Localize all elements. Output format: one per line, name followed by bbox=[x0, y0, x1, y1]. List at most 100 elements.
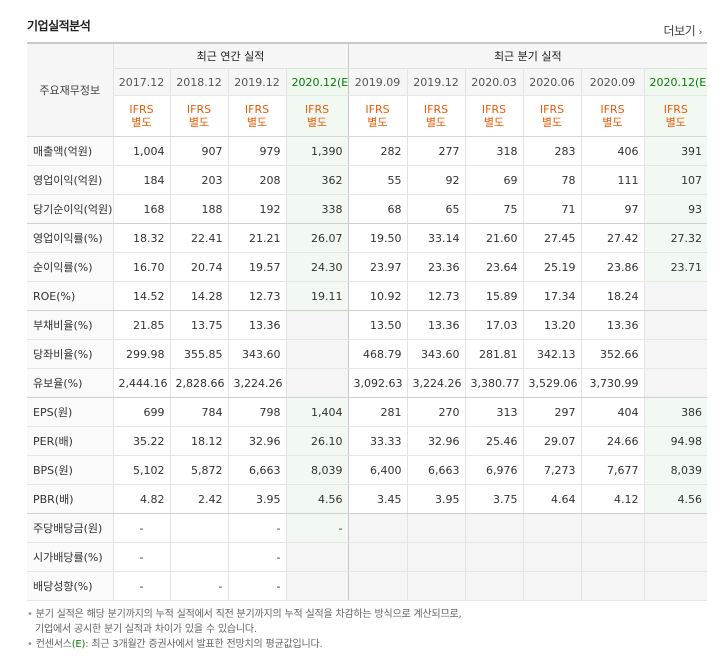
table-cell: 362 bbox=[285, 165, 349, 195]
table-cell: 4.82 bbox=[112, 484, 170, 514]
table-cell: 208 bbox=[227, 165, 286, 195]
ifrs-label: IFRS bbox=[663, 103, 688, 116]
table-cell: 14.52 bbox=[112, 281, 170, 311]
table-cell: 65 bbox=[406, 194, 466, 224]
table-cell: 93 bbox=[643, 194, 708, 224]
table-cell: 78 bbox=[522, 165, 582, 195]
table-cell bbox=[522, 571, 582, 601]
row-label: 순이익률(%) bbox=[27, 252, 113, 282]
period-header: 2019.09 bbox=[347, 68, 408, 96]
table-cell: 97 bbox=[580, 194, 645, 224]
ifrs-badge: IFRS 별도 bbox=[580, 95, 645, 137]
row-label: 주당배당금(원) bbox=[27, 513, 113, 543]
table-cell: 270 bbox=[406, 397, 466, 427]
table-cell: 13.50 bbox=[347, 310, 408, 340]
more-label: 더보기 bbox=[663, 24, 696, 38]
table-cell: 15.89 bbox=[464, 281, 524, 311]
table-cell: 3,224.26 bbox=[227, 368, 286, 398]
table-cell bbox=[643, 281, 708, 311]
table-cell: 3,224.26 bbox=[406, 368, 466, 398]
table-cell: 20.74 bbox=[169, 252, 228, 282]
row-label: 영업이익률(%) bbox=[27, 223, 113, 253]
table-cell bbox=[347, 571, 408, 601]
table-cell: 13.36 bbox=[406, 310, 466, 340]
table-cell: 23.97 bbox=[347, 252, 408, 282]
separate-label: 별도 bbox=[665, 116, 686, 129]
table-cell bbox=[643, 310, 708, 340]
table-cell: 19.50 bbox=[347, 223, 408, 253]
ifrs-badge: IFRS 별도 bbox=[464, 95, 524, 137]
period-header: 2020.06 bbox=[522, 68, 582, 96]
chevron-right-icon: › bbox=[698, 27, 703, 38]
table-cell: 18.32 bbox=[112, 223, 170, 253]
table-cell: 4.56 bbox=[643, 484, 708, 514]
table-cell bbox=[464, 513, 524, 543]
period-header: 2018.12 bbox=[169, 68, 228, 96]
table-cell: 29.07 bbox=[522, 426, 582, 456]
bullet-icon: • bbox=[27, 609, 33, 620]
table-cell: 1,004 bbox=[112, 136, 170, 166]
more-link[interactable]: 더보기 › bbox=[663, 22, 703, 39]
table-cell: 23.64 bbox=[464, 252, 524, 282]
table-cell: 283 bbox=[522, 136, 582, 166]
table-cell: 7,677 bbox=[580, 455, 645, 485]
table-cell: - bbox=[227, 513, 286, 543]
table-cell: 3,092.63 bbox=[347, 368, 408, 398]
table-cell: 355.85 bbox=[169, 339, 228, 369]
table-cell: 12.73 bbox=[406, 281, 466, 311]
table-cell: 979 bbox=[227, 136, 286, 166]
table-cell: 2.42 bbox=[169, 484, 228, 514]
table-cell: 14.28 bbox=[169, 281, 228, 311]
row-label: 영업이익(억원) bbox=[27, 165, 113, 195]
table-cell: 406 bbox=[580, 136, 645, 166]
table-cell: 10.92 bbox=[347, 281, 408, 311]
table-cell: 338 bbox=[285, 194, 349, 224]
table-cell: 71 bbox=[522, 194, 582, 224]
table-row: 시가배당률(%) - - bbox=[27, 542, 708, 572]
table-cell: 19.11 bbox=[285, 281, 349, 311]
table-cell: 3.75 bbox=[464, 484, 524, 514]
table-cell: 26.07 bbox=[285, 223, 349, 253]
table-cell: 68 bbox=[347, 194, 408, 224]
table-cell: 75 bbox=[464, 194, 524, 224]
table-row: 당좌비율(%) 299.98 355.85 343.60 468.79 343.60 281… bbox=[27, 339, 708, 369]
table-cell bbox=[285, 368, 349, 398]
table-cell: 203 bbox=[169, 165, 228, 195]
table-cell: 35.22 bbox=[112, 426, 170, 456]
row-label: 부채비율(%) bbox=[27, 310, 113, 340]
table-cell: 352.66 bbox=[580, 339, 645, 369]
row-label: PER(배) bbox=[27, 426, 113, 456]
table-cell: 184 bbox=[112, 165, 170, 195]
table-cell: 784 bbox=[169, 397, 228, 427]
table-cell: 1,404 bbox=[285, 397, 349, 427]
table-row: 당기순이익(억원) 168 188 192 338 68 65 75 71 97 93 bbox=[27, 194, 708, 224]
row-label: 매출액(억원) bbox=[27, 136, 113, 166]
table-cell bbox=[285, 339, 349, 369]
table-cell bbox=[464, 542, 524, 572]
table-cell: - bbox=[112, 513, 170, 543]
quarter-header: 최근 분기 실적 bbox=[347, 42, 708, 69]
table-cell: 3.45 bbox=[347, 484, 408, 514]
table-cell: 1,390 bbox=[285, 136, 349, 166]
table-row: PER(배) 35.22 18.12 32.96 26.10 33.33 32.96 25.4… bbox=[27, 426, 708, 456]
period-header: 2020.03 bbox=[464, 68, 524, 96]
table-cell: 23.86 bbox=[580, 252, 645, 282]
table-cell: 798 bbox=[227, 397, 286, 427]
table-cell: - bbox=[112, 542, 170, 572]
separate-label: 별도 bbox=[483, 116, 505, 129]
ifrs-label: IFRS bbox=[481, 103, 507, 116]
ifrs-badge: IFRS 별도 bbox=[643, 95, 708, 137]
table-cell: 5,102 bbox=[112, 455, 170, 485]
period-header: 2019.12 bbox=[227, 68, 286, 96]
table-cell: 6,976 bbox=[464, 455, 524, 485]
table-cell bbox=[522, 513, 582, 543]
table-cell bbox=[406, 571, 466, 601]
table-cell: 23.36 bbox=[406, 252, 466, 282]
table-cell bbox=[285, 310, 349, 340]
table-cell: 318 bbox=[464, 136, 524, 166]
table-cell: 21.21 bbox=[227, 223, 286, 253]
table-cell: 12.73 bbox=[227, 281, 286, 311]
table-cell: 13.36 bbox=[227, 310, 286, 340]
table-cell: 8,039 bbox=[643, 455, 708, 485]
table-cell bbox=[464, 571, 524, 601]
